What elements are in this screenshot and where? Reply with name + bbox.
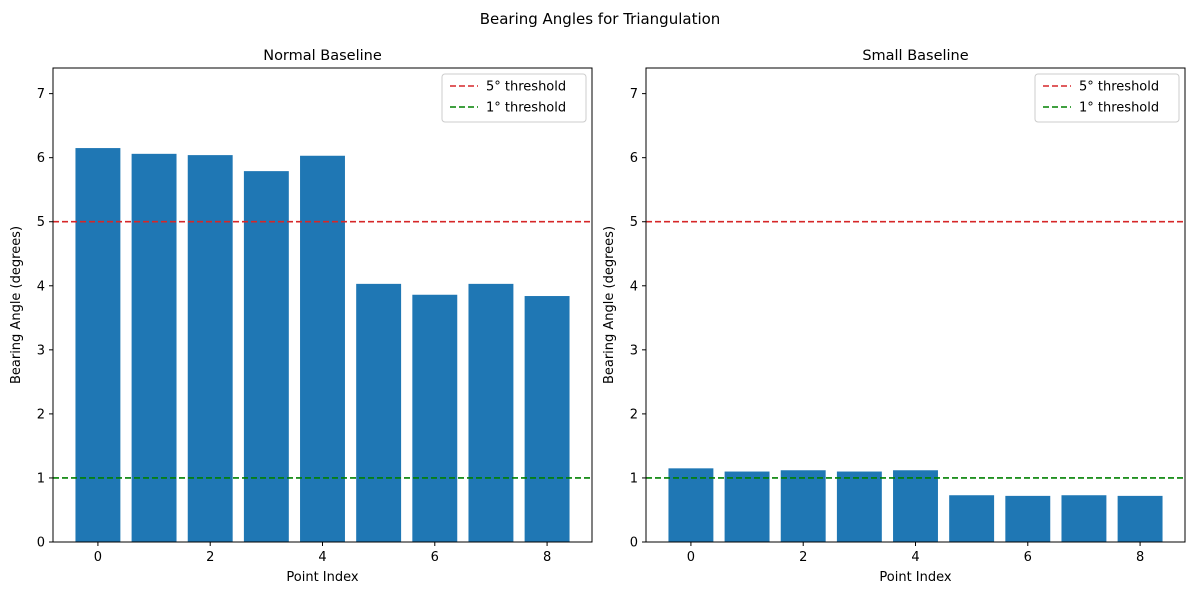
x-tick-label: 4: [911, 550, 919, 565]
bar-3: [836, 471, 882, 542]
y-tick-label: 3: [630, 343, 638, 358]
y-tick-label: 7: [630, 87, 638, 102]
bar-4: [300, 155, 345, 542]
y-axis-label: Bearing Angle (degrees): [9, 226, 24, 384]
bar-1: [724, 471, 770, 542]
bar-5: [356, 283, 402, 542]
y-tick-label: 4: [630, 279, 638, 294]
legend-label: 5° threshold: [1079, 80, 1159, 95]
x-tick-label: 2: [206, 550, 214, 565]
bar-4: [893, 470, 938, 542]
subplot-title: Normal Baseline: [263, 48, 382, 64]
bar-2: [187, 155, 233, 542]
legend: 5° threshold 1° threshold: [441, 73, 587, 123]
x-axis-label: Point Index: [879, 570, 952, 585]
bar-6: [1005, 495, 1051, 542]
y-tick-label: 4: [37, 279, 45, 294]
y-tick-label: 5: [630, 215, 638, 230]
x-tick-label: 8: [1136, 550, 1144, 565]
bar-6: [412, 294, 458, 542]
x-tick-label: 6: [1024, 550, 1032, 565]
legend-label: 1° threshold: [486, 101, 566, 116]
bar-0: [668, 468, 714, 542]
y-tick-label: 6: [630, 151, 638, 166]
bar-3: [243, 171, 289, 543]
x-tick-label: 0: [687, 550, 695, 565]
y-axis-label: Bearing Angle (degrees): [602, 226, 617, 384]
x-tick-label: 0: [94, 550, 102, 565]
legend: 5° threshold 1° threshold: [1034, 73, 1180, 123]
x-axis-label: Point Index: [286, 570, 359, 585]
bar-7: [468, 283, 514, 542]
chart-panel-small-baseline: Small Baseline 0 1 2 3 4 5 6 7 0 2 4 6 8 Point Index Be…: [602, 48, 1186, 585]
bar-8: [524, 296, 570, 542]
bar-5: [949, 495, 995, 542]
y-tick-label: 5: [37, 215, 45, 230]
bar-8: [1117, 495, 1163, 542]
bar-2: [780, 470, 826, 542]
y-tick-label: 1: [37, 471, 45, 486]
y-tick-label: 2: [37, 407, 45, 422]
y-tick-label: 3: [37, 343, 45, 358]
x-tick-label: 8: [543, 550, 551, 565]
chart-panel-normal-baseline: Normal Baseline 0 1 2 3 4 5 6 7 0 2 4 6 8 Point Index B…: [9, 48, 593, 585]
subplot-title: Small Baseline: [862, 48, 968, 64]
y-tick-label: 1: [630, 471, 638, 486]
legend-label: 5° threshold: [486, 80, 566, 95]
y-tick-label: 0: [630, 536, 638, 551]
x-tick-label: 2: [799, 550, 807, 565]
y-tick-label: 7: [37, 87, 45, 102]
legend-label: 1° threshold: [1079, 101, 1159, 116]
y-tick-label: 2: [630, 407, 638, 422]
x-tick-label: 4: [318, 550, 326, 565]
y-tick-label: 0: [37, 536, 45, 551]
bar-7: [1061, 495, 1107, 542]
bar-0: [75, 148, 121, 542]
bar-1: [131, 153, 177, 542]
y-tick-label: 6: [37, 151, 45, 166]
x-tick-label: 6: [431, 550, 439, 565]
figure-title: Bearing Angles for Triangulation: [480, 10, 721, 28]
